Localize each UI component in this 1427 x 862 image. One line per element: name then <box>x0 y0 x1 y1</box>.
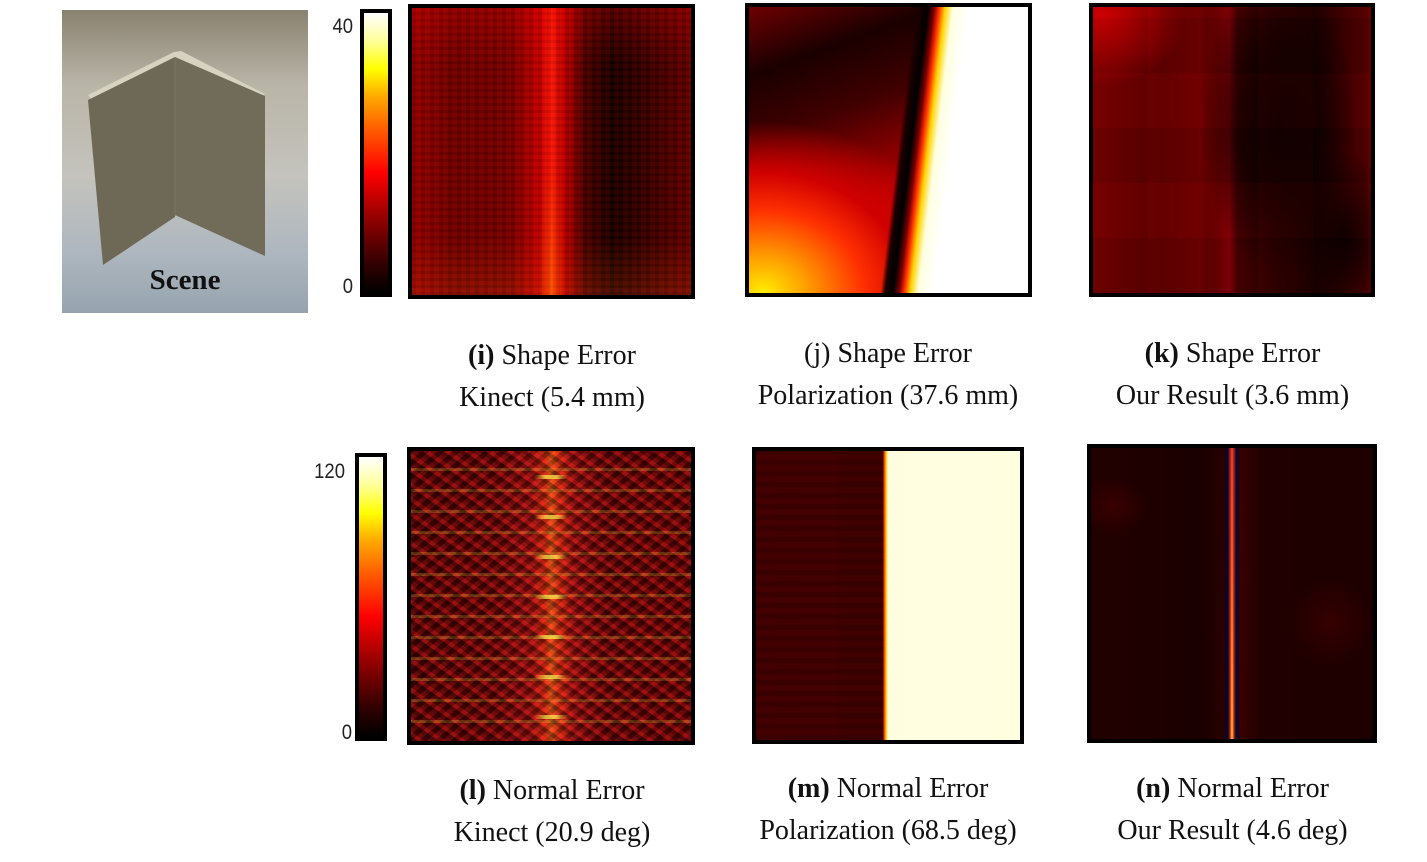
colorbar-normal-min-label: 0 <box>341 721 352 744</box>
colorbar-shape-min-label: 0 <box>342 275 353 298</box>
caption-title: Normal Error <box>1170 773 1329 804</box>
heatmap-shape-error-polarization <box>745 3 1032 297</box>
caption-subtitle: Polarization (68.5 deg) <box>759 815 1017 846</box>
caption-tag: (k) <box>1144 338 1179 369</box>
colorbar-normal-error <box>355 453 387 741</box>
caption-panel-i: (i) Shape Error Kinect (5.4 mm) <box>402 335 702 419</box>
caption-title: Normal Error <box>829 773 989 804</box>
scene-label: Scene <box>149 264 221 296</box>
caption-panel-j: (j) Shape Error Polarization (37.6 mm) <box>718 333 1058 417</box>
caption-subtitle: Our Result (3.6 mm) <box>1115 380 1350 411</box>
heatmap-shape-error-kinect <box>408 4 695 299</box>
colorbar-shape-max-label: 40 <box>332 15 353 38</box>
heatmap-normal-error-polarization <box>752 447 1024 744</box>
caption-subtitle: Kinect (5.4 mm) <box>459 382 645 413</box>
caption-subtitle: Our Result (4.6 deg) <box>1117 815 1348 846</box>
scene-photo: Scene <box>62 10 308 313</box>
caption-title: Shape Error <box>494 340 636 371</box>
caption-title: Normal Error <box>485 775 645 806</box>
caption-title: Shape Error <box>830 338 972 369</box>
caption-subtitle: Polarization (37.6 mm) <box>757 380 1019 411</box>
caption-tag: (n) <box>1136 773 1171 804</box>
caption-panel-k: (k) Shape Error Our Result (3.6 mm) <box>1080 333 1385 417</box>
heatmap-normal-error-our-result <box>1087 444 1377 743</box>
heatmap-shape-error-our-result <box>1089 3 1375 297</box>
caption-subtitle: Kinect (20.9 deg) <box>453 817 651 848</box>
caption-tag: (m) <box>787 773 830 804</box>
folded-board-illustration <box>88 51 265 265</box>
caption-tag: (i) <box>468 340 495 371</box>
colorbar-normal-max-label: 120 <box>314 460 345 483</box>
caption-panel-m: (m) Normal Error Polarization (68.5 deg) <box>718 768 1058 852</box>
colorbar-shape-error <box>360 9 392 297</box>
caption-panel-l: (l) Normal Error Kinect (20.9 deg) <box>402 770 702 854</box>
caption-panel-n: (n) Normal Error Our Result (4.6 deg) <box>1080 768 1385 852</box>
caption-title: Shape Error <box>1178 338 1321 369</box>
caption-tag: (j) <box>804 338 831 369</box>
heatmap-normal-error-kinect <box>407 447 695 745</box>
caption-tag: (l) <box>459 775 486 806</box>
